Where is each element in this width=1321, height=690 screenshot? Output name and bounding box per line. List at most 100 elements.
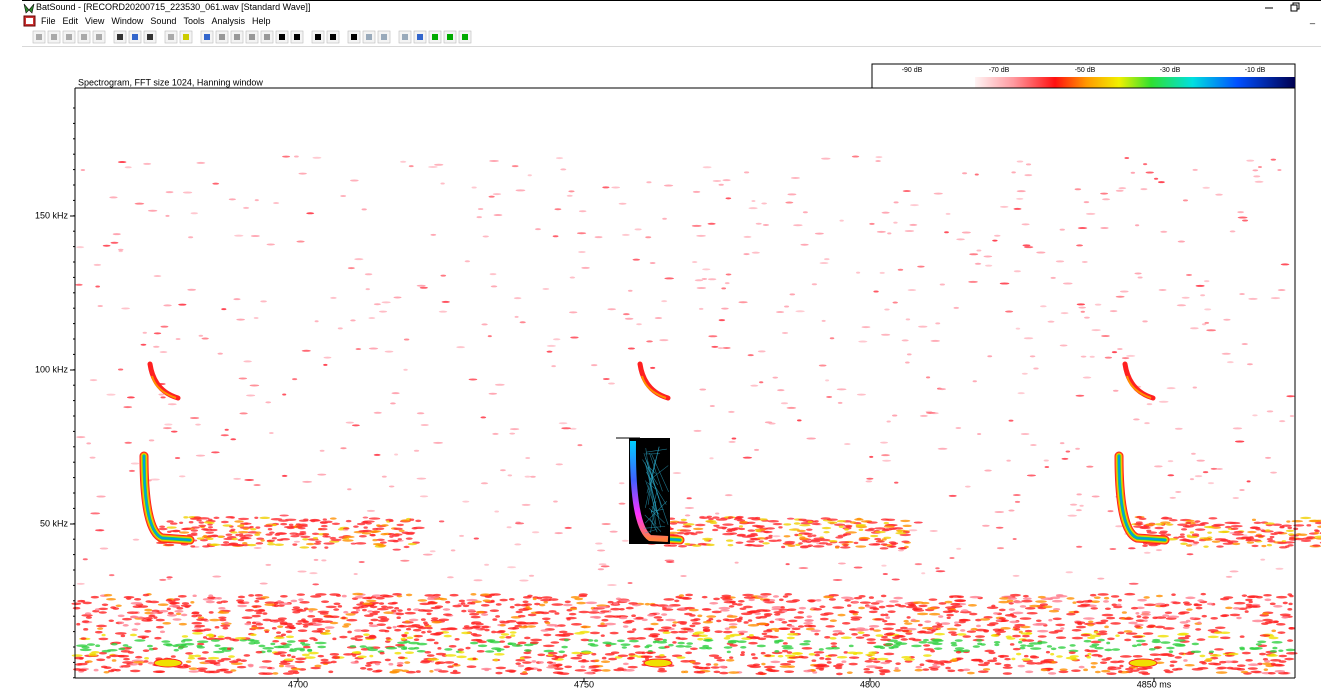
noise-speck <box>142 637 146 640</box>
noise-speck <box>1018 665 1026 668</box>
noise-speck <box>392 602 398 605</box>
noise-speck <box>756 526 763 528</box>
noise-speck <box>95 608 100 611</box>
noise-speck <box>841 660 846 663</box>
noise-speck <box>178 595 187 598</box>
noise-speck <box>1032 623 1044 626</box>
noise-speck <box>227 647 231 650</box>
noise-speck <box>1142 611 1151 614</box>
noise-speck <box>1250 527 1260 529</box>
noise-speck <box>703 621 713 624</box>
noise-speck <box>520 321 526 323</box>
noise-speck <box>494 214 503 216</box>
noise-speck <box>554 208 561 210</box>
menu-item[interactable]: View <box>85 16 104 26</box>
noise-speck <box>255 199 259 201</box>
menu-item[interactable]: Edit <box>63 16 79 26</box>
noise-speck <box>240 522 252 524</box>
noise-speck <box>866 638 875 641</box>
noise-speck <box>320 521 327 523</box>
noise-speck <box>1004 664 1011 667</box>
noise-speck <box>380 533 387 535</box>
noise-speck <box>797 419 802 421</box>
document-icon <box>23 15 37 27</box>
noise-speck <box>202 545 210 547</box>
noise-speck <box>946 213 951 215</box>
noise-speck <box>543 645 555 648</box>
noise-speck <box>333 608 339 611</box>
minimize-child[interactable]: _ <box>1310 13 1315 26</box>
noise-speck <box>233 478 241 480</box>
noise-speck <box>1239 647 1245 650</box>
noise-speck <box>919 641 928 644</box>
noise-speck <box>108 670 114 673</box>
noise-speck <box>1263 594 1272 597</box>
noise-speck <box>250 384 260 386</box>
noise-speck <box>726 273 732 275</box>
noise-speck <box>603 378 610 380</box>
noise-speck <box>386 637 391 640</box>
noise-speck <box>1256 643 1262 646</box>
noise-speck <box>645 236 651 238</box>
noise-speck <box>944 601 952 604</box>
noise-speck <box>811 523 820 525</box>
noise-speck <box>491 600 495 603</box>
noise-speck <box>699 388 706 390</box>
noise-speck <box>912 607 922 610</box>
noise-speck <box>192 611 200 614</box>
noise-speck <box>505 636 511 639</box>
restore-button[interactable] <box>1291 5 1297 11</box>
noise-speck <box>1014 270 1021 272</box>
noise-speck <box>788 620 798 623</box>
noise-speck <box>1252 414 1257 416</box>
noise-speck <box>749 634 754 637</box>
noise-speck <box>994 643 999 646</box>
noise-speck <box>1055 624 1065 627</box>
noise-speck <box>929 613 940 616</box>
noise-speck <box>849 656 859 659</box>
noise-speck <box>128 651 134 654</box>
noise-speck <box>202 651 209 654</box>
noise-speck <box>547 351 553 353</box>
noise-speck <box>231 538 238 540</box>
noise-speck <box>590 632 600 635</box>
noise-speck <box>1053 618 1062 621</box>
noise-speck <box>1131 172 1135 174</box>
noise-speck <box>307 649 312 652</box>
noise-speck <box>757 595 768 598</box>
noise-speck <box>1009 420 1014 422</box>
menu-item[interactable]: Analysis <box>211 16 245 26</box>
noise-speck <box>295 661 305 664</box>
noise-speck <box>685 652 692 655</box>
menu-item[interactable]: Help <box>252 16 271 26</box>
noise-speck <box>1270 603 1276 606</box>
noise-speck <box>924 648 934 651</box>
noise-speck <box>1170 661 1178 664</box>
noise-speck <box>1286 649 1296 652</box>
color-scale-label: -10 dB <box>1245 67 1266 74</box>
noise-speck <box>134 598 141 601</box>
noise-speck <box>819 542 828 544</box>
noise-speck <box>1118 599 1122 602</box>
noise-speck <box>923 644 930 647</box>
noise-speck <box>645 603 651 606</box>
noise-speck <box>428 166 438 168</box>
noise-speck <box>1267 538 1273 540</box>
noise-speck <box>191 615 197 618</box>
menu-item[interactable]: File <box>41 16 56 26</box>
noise-speck <box>343 527 349 529</box>
noise-speck <box>1231 528 1239 530</box>
noise-speck <box>976 639 982 642</box>
noise-speck <box>665 619 676 622</box>
toolbar-icon <box>117 34 123 40</box>
noise-speck <box>581 639 590 642</box>
noise-speck <box>994 641 1000 644</box>
menu-item[interactable]: Window <box>111 16 143 26</box>
noise-speck <box>396 524 403 526</box>
menu-item[interactable]: Tools <box>183 16 204 26</box>
noise-speck <box>819 605 825 608</box>
noise-speck <box>300 536 310 538</box>
menu-item[interactable]: Sound <box>150 16 176 26</box>
noise-speck <box>267 243 275 245</box>
noise-speck <box>565 601 571 604</box>
